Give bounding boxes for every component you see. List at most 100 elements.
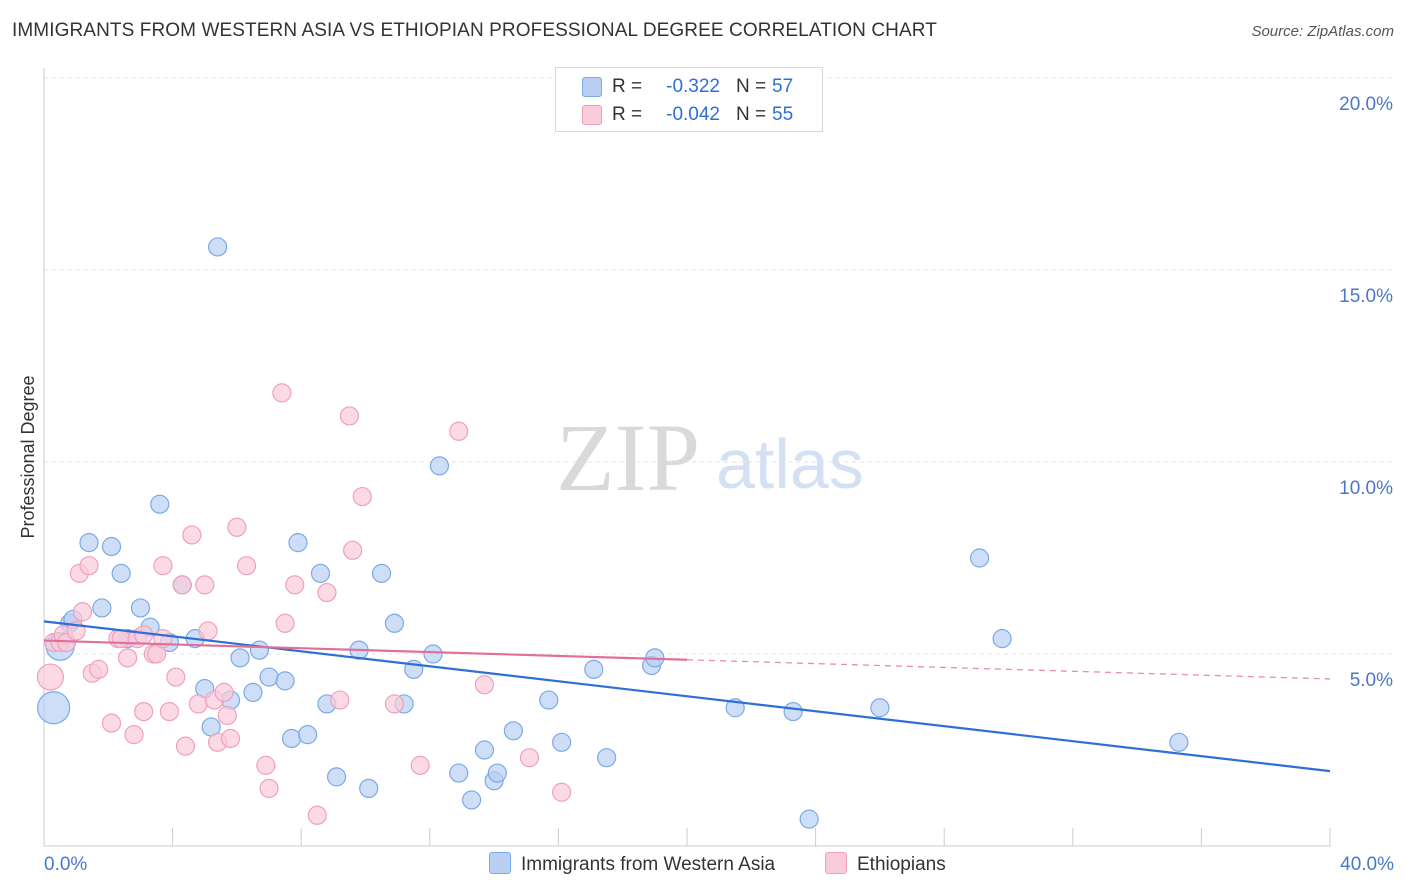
r-value: -0.322	[666, 76, 720, 97]
ethiopians-point	[117, 648, 138, 668]
ethiopians-point	[79, 556, 99, 576]
ethiopians-point	[343, 540, 363, 560]
data-points	[36, 237, 1189, 829]
western-asia-point	[783, 701, 803, 722]
chart-source: Source: ZipAtlas.com	[1251, 23, 1394, 40]
western-asia-point	[259, 667, 279, 687]
ethiopians-point	[153, 556, 173, 576]
ethiopians-point	[519, 748, 540, 768]
legend: Immigrants from Western Asia Ethiopians	[0, 850, 1406, 880]
western-asia-point	[243, 682, 263, 703]
axes	[43, 68, 1331, 847]
ethiopians-point	[217, 705, 237, 726]
western-asia-point	[870, 698, 890, 718]
western-asia-point	[288, 533, 308, 553]
ethiopians-point	[236, 556, 257, 576]
ethiopians-point	[330, 690, 350, 710]
x-tick-label-max: 40.0%	[1340, 854, 1394, 875]
western-asia-point	[150, 494, 170, 514]
legend-swatch-ethiopians	[825, 852, 847, 874]
ethiopians-point	[72, 602, 93, 622]
r-label: R =	[612, 104, 643, 125]
western-asia-point	[92, 598, 112, 618]
ethiopians-point	[275, 613, 295, 633]
legend-item-ethiopians[interactable]: Ethiopians	[825, 852, 946, 876]
ethiopians-point	[182, 525, 202, 545]
ethiopians-point	[552, 782, 572, 802]
y-tick-label: 10.0%	[1339, 478, 1393, 499]
western-asia-point	[429, 456, 450, 476]
western-asia-point	[423, 644, 443, 664]
legend-label-ethiopians: Ethiopians	[857, 854, 946, 875]
ethiopians-point	[410, 755, 430, 775]
western-asia-point	[298, 725, 318, 745]
western-asia-point	[969, 548, 990, 568]
n-value: 55	[772, 104, 794, 125]
tick-labels: 0.0% 40.0% 5.0% 10.0% 15.0% 20.0%	[44, 94, 1394, 875]
western-asia-point	[384, 613, 405, 633]
ethiopians-point	[317, 582, 337, 603]
western-asia-point	[503, 721, 523, 741]
r-label: R =	[612, 76, 643, 97]
western-asia-point	[584, 659, 604, 679]
ethiopians-point	[172, 575, 192, 595]
legend-item-western-asia[interactable]: Immigrants from Western Asia	[489, 852, 775, 876]
western-asia-point	[799, 809, 819, 829]
western-asia-point	[539, 690, 559, 710]
western-asia-point	[130, 598, 151, 618]
ethiopians-point	[36, 663, 65, 691]
y-tick-label: 5.0%	[1350, 670, 1393, 691]
western-asia-point	[487, 763, 507, 783]
western-asia-point	[552, 732, 572, 752]
x-tick-label-min: 0.0%	[44, 854, 87, 875]
western-asia-point	[449, 763, 469, 783]
n-value: 57	[772, 76, 794, 97]
stats-row-western-asia: R = -0.322 N = 57	[556, 73, 822, 101]
western-asia-swatch	[582, 77, 602, 97]
western-asia-point	[992, 629, 1012, 649]
chart-title: IMMIGRANTS FROM WESTERN ASIA VS ETHIOPIA…	[12, 20, 937, 41]
n-label: N =	[736, 104, 767, 125]
legend-label-western-asia: Immigrants from Western Asia	[521, 854, 776, 875]
ethiopians-point	[384, 694, 405, 714]
ethiopians-point	[198, 621, 218, 641]
western-asia-point	[79, 533, 99, 553]
ethiopians-point	[195, 575, 215, 595]
ethiopians-point	[124, 725, 144, 745]
western-asia-point	[597, 748, 617, 768]
y-axis-title: Professional Degree	[18, 375, 38, 538]
ethiopians-point	[285, 575, 305, 595]
ethiopians-trend-line	[43, 639, 688, 661]
r-value: -0.042	[666, 104, 720, 125]
western-asia-point	[310, 563, 331, 583]
n-label: N =	[736, 76, 767, 97]
ethiopians-point	[220, 728, 241, 749]
western-asia-point	[111, 563, 131, 583]
ethiopians-point	[134, 701, 154, 722]
western-asia-point	[461, 790, 482, 810]
trend-lines	[43, 620, 1331, 773]
watermark-atlas-text: atlas	[716, 425, 864, 503]
western-asia-point	[474, 740, 495, 760]
y-tick-label: 15.0%	[1339, 286, 1393, 307]
western-asia-point	[101, 536, 122, 557]
ethiopians-swatch	[582, 105, 602, 125]
legend-swatch-western-asia	[489, 852, 511, 874]
western-asia-point	[275, 671, 295, 691]
y-tick-label: 20.0%	[1339, 94, 1393, 115]
ethiopians-point	[175, 736, 196, 756]
western-asia-point	[371, 563, 392, 583]
western-asia-point	[281, 728, 302, 749]
watermark: ZIP atlas	[556, 404, 864, 511]
watermark-zip-text: ZIP	[556, 404, 700, 511]
ethiopians-point	[227, 517, 247, 537]
ethiopians-point	[101, 713, 122, 733]
ethiopians-trend-line-extrapolated	[686, 659, 1331, 680]
ethiopians-point	[272, 383, 292, 403]
ethiopians-point	[474, 675, 495, 695]
western-asia-point	[359, 778, 379, 799]
western-asia-point	[1169, 732, 1189, 752]
western-asia-point	[37, 691, 71, 725]
ethiopians-point	[256, 755, 276, 775]
